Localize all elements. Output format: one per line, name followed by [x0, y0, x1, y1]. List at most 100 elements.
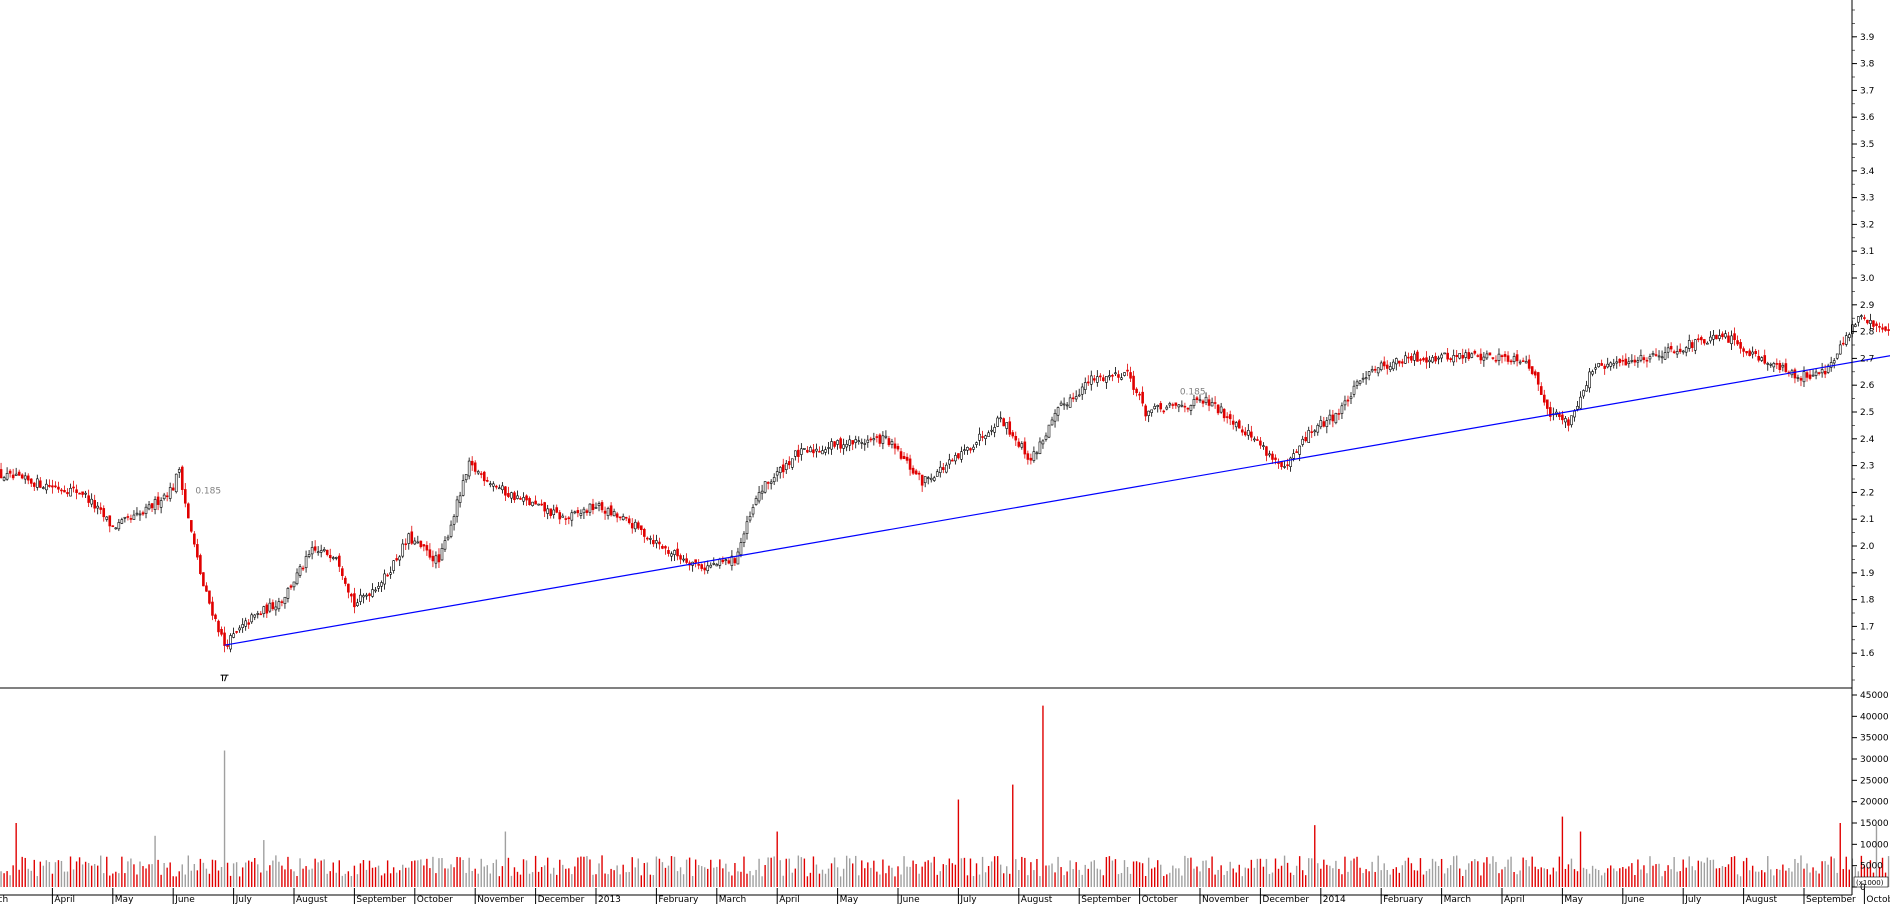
candle — [812, 443, 815, 458]
candle — [1464, 349, 1468, 363]
price-tick-label: 2.6 — [1860, 381, 1875, 391]
month-label: June — [899, 895, 920, 904]
candle — [1467, 348, 1471, 361]
candle — [1313, 429, 1317, 437]
candle — [337, 553, 341, 572]
candle — [446, 534, 450, 541]
candle — [929, 473, 933, 483]
candle — [1817, 371, 1821, 376]
candle — [1035, 450, 1039, 460]
candle — [594, 502, 598, 509]
candle — [1651, 350, 1655, 357]
candle — [334, 556, 338, 561]
candle — [1086, 375, 1090, 386]
candle — [507, 486, 510, 499]
candle — [833, 440, 836, 449]
candle — [1491, 357, 1495, 361]
candle — [1074, 390, 1078, 402]
price-tick-label: 2.2 — [1860, 488, 1874, 498]
candle — [1367, 371, 1371, 381]
candle — [887, 436, 891, 447]
month-label: 2014 — [1323, 895, 1346, 904]
candle — [75, 484, 78, 500]
candle — [618, 516, 622, 521]
candle — [1325, 416, 1329, 434]
candle — [1712, 330, 1715, 346]
candle — [845, 439, 848, 452]
month-label: February — [1383, 895, 1424, 904]
candle — [1283, 461, 1286, 469]
candle — [896, 443, 900, 452]
candle — [1156, 404, 1160, 413]
candle — [1832, 357, 1836, 369]
candle — [1237, 419, 1241, 429]
candle — [111, 525, 115, 528]
candle — [890, 438, 894, 449]
price-tick-label: 3.6 — [1860, 113, 1875, 123]
candle — [362, 593, 365, 604]
volume-tick-label: 45000 — [1860, 691, 1889, 701]
month-label: April — [1504, 895, 1525, 904]
candle — [1473, 349, 1477, 356]
candle — [576, 507, 580, 518]
candle — [99, 502, 103, 515]
candle — [875, 433, 879, 443]
candle — [600, 499, 604, 513]
candle — [866, 435, 870, 448]
candle — [1023, 437, 1027, 459]
candle — [1410, 353, 1413, 364]
candle — [1796, 374, 1800, 382]
candle — [1612, 358, 1616, 369]
candle — [1349, 392, 1353, 404]
candle — [498, 484, 501, 490]
candle — [280, 599, 284, 607]
price-tick-label: 2.1 — [1860, 515, 1874, 525]
volume-tick-label: 5000 — [1860, 862, 1883, 872]
candle — [1126, 363, 1129, 377]
month-label: August — [296, 895, 328, 904]
candle — [878, 433, 882, 447]
candle — [1757, 349, 1760, 363]
candle — [1014, 431, 1018, 446]
candle — [96, 501, 99, 515]
candle — [410, 525, 414, 545]
candle — [482, 470, 486, 486]
month-label: September — [356, 895, 406, 904]
candle — [177, 467, 181, 478]
candle — [319, 544, 323, 558]
candle — [1727, 331, 1730, 343]
candle — [938, 460, 942, 478]
candle — [150, 503, 154, 512]
candle — [467, 457, 471, 480]
candle — [775, 466, 779, 482]
candle — [712, 557, 716, 566]
candle — [1485, 350, 1489, 360]
candle — [1117, 370, 1120, 383]
candle — [72, 480, 75, 493]
candle — [1600, 359, 1603, 366]
candle — [1748, 348, 1751, 357]
month-label: October — [1142, 895, 1178, 904]
candle — [1476, 353, 1480, 358]
candle — [356, 598, 359, 607]
candle — [733, 556, 737, 567]
candle — [818, 446, 821, 453]
candle — [655, 534, 658, 549]
candle — [1482, 351, 1486, 367]
candle — [45, 479, 48, 494]
candle — [803, 448, 806, 450]
candle — [1373, 365, 1377, 373]
candle — [1591, 369, 1594, 377]
candle — [461, 474, 465, 497]
candle — [854, 435, 858, 449]
candle — [1588, 368, 1591, 393]
candle — [824, 446, 827, 456]
candle — [1829, 356, 1833, 372]
candle — [1210, 397, 1214, 407]
candle — [1201, 399, 1205, 408]
candle — [1434, 352, 1437, 364]
candle — [1814, 368, 1818, 380]
candle — [531, 501, 534, 507]
candle — [1271, 451, 1274, 464]
candle — [413, 537, 417, 546]
